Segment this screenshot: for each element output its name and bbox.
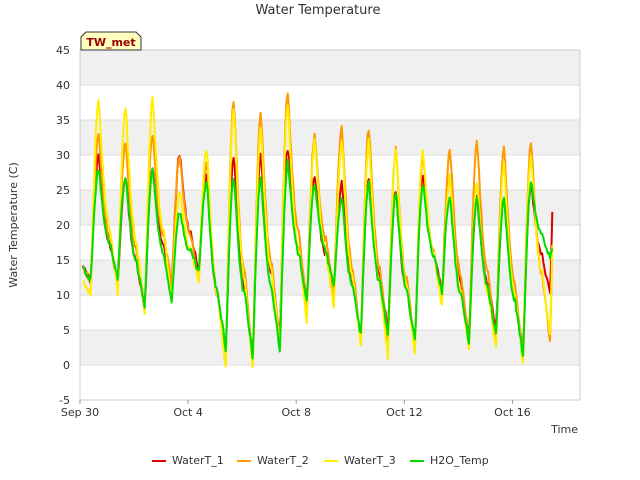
- legend-label: H2O_Temp: [430, 454, 489, 467]
- y-tick-label: 25: [56, 184, 70, 197]
- y-tick-label: 0: [63, 359, 70, 372]
- x-tick-label: Oct 12: [386, 406, 423, 419]
- y-tick-label: 35: [56, 114, 70, 127]
- y-tick-label: 30: [56, 149, 70, 162]
- plot-border: [79, 49, 581, 401]
- plot-area: [79, 49, 581, 401]
- grid-band: [80, 120, 580, 155]
- y-tick-label: -5: [59, 394, 70, 407]
- y-axis-label: Water Temperature (C): [7, 162, 20, 287]
- station-label: TW_met: [86, 36, 135, 49]
- x-tick-label: Oct 4: [173, 406, 203, 419]
- y-tick-label: 5: [63, 324, 70, 337]
- legend-label: WaterT_3: [344, 454, 396, 467]
- x-tick-label: Oct 16: [494, 406, 531, 419]
- legend-label: WaterT_2: [257, 454, 309, 467]
- legend-label: WaterT_1: [172, 454, 224, 467]
- y-axis: -5 0 5 10 15 20 25 30 35 40 45: [56, 44, 70, 407]
- x-tick-label: Oct 8: [281, 406, 311, 419]
- y-tick-label: 15: [56, 254, 70, 267]
- legend: WaterT_1 WaterT_2 WaterT_3 H2O_Temp: [152, 454, 489, 467]
- series-line-h2o-temp: [81, 158, 554, 360]
- station-label-box: TW_met: [80, 31, 142, 51]
- x-axis-label: Time: [550, 423, 578, 436]
- grid-band: [80, 330, 580, 365]
- series-layer: [81, 92, 554, 369]
- y-tick-label: 10: [56, 289, 70, 302]
- x-axis: Sep 30 Oct 4 Oct 8 Oct 12 Oct 16: [61, 400, 531, 419]
- grid-band: [80, 190, 580, 225]
- x-tick-label: Sep 30: [61, 406, 99, 419]
- grid-band: [80, 50, 580, 85]
- y-tick-label: 40: [56, 79, 70, 92]
- chart-title: Water Temperature: [256, 3, 381, 18]
- y-tick-label: 45: [56, 44, 70, 57]
- y-tick-label: 20: [56, 219, 70, 232]
